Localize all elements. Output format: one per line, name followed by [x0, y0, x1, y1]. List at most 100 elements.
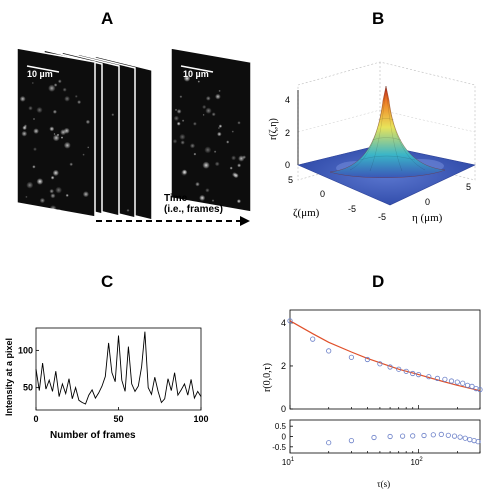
fluorescence-speckle — [211, 112, 216, 117]
fluorescence-speckle — [82, 191, 89, 198]
fluorescence-speckle — [82, 153, 85, 156]
d-data-point — [460, 380, 466, 386]
fluorescence-speckle — [182, 169, 188, 175]
fluorescence-speckle — [50, 193, 56, 199]
zeta-tick-neg5: -5 — [348, 204, 356, 214]
fluorescence-speckle — [19, 95, 26, 102]
scale-bar — [26, 65, 60, 73]
fluorescence-speckle — [31, 81, 34, 85]
grid-line — [297, 109, 381, 133]
panel-b-surface-plot: 4 2 0 5 0 -5 -5 0 5 — [285, 61, 476, 222]
d-ytick-label: 4 — [281, 318, 286, 328]
fluorescence-speckle — [176, 121, 181, 126]
d-resid-ytick-label: -0.5 — [272, 443, 286, 452]
fluorescence-speckle — [195, 181, 200, 187]
peak-mesh — [349, 85, 426, 172]
d-ytick-label: 0 — [281, 404, 286, 414]
fluorescence-speckle — [229, 166, 233, 170]
d-data-point — [410, 370, 416, 377]
fluorescence-speckle — [32, 117, 36, 121]
d-xtick-label: 101 — [282, 457, 295, 467]
fluorescence-speckle — [183, 75, 191, 82]
zeta-tick-0: 0 — [320, 189, 325, 199]
panel-c-chart: 0 50 100 50 100 — [18, 327, 209, 424]
fluorescence-speckle — [179, 95, 183, 99]
fluorescence-speckle — [231, 130, 234, 133]
fluorescence-speckle — [28, 105, 33, 111]
fluorescence-speckle — [49, 126, 55, 132]
d-residual-point — [438, 431, 444, 437]
fluorescence-speckle — [204, 146, 212, 154]
c-xtick-label: 50 — [113, 414, 123, 424]
fluorescence-speckle — [87, 146, 90, 149]
fluorescence-speckle — [172, 139, 178, 144]
fluorescence-speckle — [57, 79, 62, 84]
fluorescence-speckle — [202, 161, 210, 169]
d-resid-ytick-label: 0 — [282, 433, 287, 442]
fluorescence-speckle — [231, 155, 237, 161]
d-data-point — [326, 348, 332, 354]
d-residual-point — [445, 432, 451, 438]
fluorescence-speckle — [36, 178, 44, 185]
d-data-point — [469, 383, 475, 390]
fluorescence-speckle — [213, 150, 217, 153]
microscopy-frame — [16, 47, 96, 218]
d-data-point — [396, 366, 402, 372]
fluorescence-speckle — [49, 205, 57, 213]
fluorescence-speckle — [202, 113, 205, 116]
d-data-point — [348, 354, 355, 360]
fluorescence-speckle — [26, 181, 34, 189]
fluorescence-speckle — [173, 115, 180, 122]
b-eta-axis-label: η (μm) — [412, 212, 443, 224]
d-residual-point — [421, 432, 427, 439]
panel-a-frame-stack — [16, 47, 252, 226]
fluorescence-speckle — [52, 169, 59, 177]
fluorescence-speckle — [65, 193, 69, 197]
fluorescence-speckle — [205, 107, 212, 114]
fluorescence-speckle — [215, 93, 221, 100]
fluorescence-speckle — [111, 113, 115, 117]
fluorescence-speckle — [55, 186, 62, 194]
fluorescence-speckle — [237, 163, 242, 168]
fluorescence-speckle — [63, 127, 70, 134]
fluorescence-speckle — [237, 121, 241, 125]
fluorescence-speckle — [197, 80, 200, 83]
fluorescence-speckle — [181, 119, 185, 122]
b-zeta-axis-label: ζ(μm) — [293, 207, 320, 219]
fluorescence-speckle — [50, 175, 55, 180]
d-data-point — [364, 356, 371, 363]
fluorescence-speckle — [33, 147, 37, 152]
d-data-point — [448, 378, 455, 384]
fluorescence-speckle — [25, 195, 28, 199]
fluorescence-speckle — [199, 194, 206, 201]
b-z-axis-label: r(ζ,η) — [268, 118, 279, 140]
d-ylabel: r(0,0,τ) — [262, 362, 273, 392]
fluorescence-speckle — [48, 84, 56, 92]
zeta-tick-5: 5 — [288, 175, 293, 185]
d-residual-point — [451, 433, 458, 439]
scale-bar — [180, 65, 214, 73]
fluorescence-speckle — [193, 121, 197, 126]
fluorescence-speckle — [205, 188, 210, 193]
fluorescence-speckle — [33, 128, 39, 135]
fluorescence-speckle — [179, 133, 186, 140]
time-label: Time (i.e., frames) — [164, 193, 223, 215]
panel-letter-c: C — [101, 272, 114, 291]
fluorescence-speckle — [21, 130, 28, 137]
d-xlabel: τ(s) — [377, 479, 391, 489]
scale-bar-label-front: 10 µm — [27, 69, 53, 79]
c-intensity-line — [35, 331, 202, 405]
fluorescence-speckle — [180, 140, 185, 145]
c-ytick-label: 50 — [23, 383, 33, 393]
fluorescence-speckle — [53, 133, 56, 135]
fluorescence-speckle — [63, 141, 71, 149]
c-xlabel: Number of frames — [50, 430, 136, 441]
d-residual-point — [475, 439, 481, 445]
d-data-point — [454, 379, 460, 385]
d-top-axes-box — [289, 309, 481, 410]
fluorescence-speckle — [39, 197, 46, 204]
fluorescence-speckle — [218, 124, 223, 128]
d-data-point — [464, 382, 471, 388]
microscopy-frame — [170, 47, 252, 213]
